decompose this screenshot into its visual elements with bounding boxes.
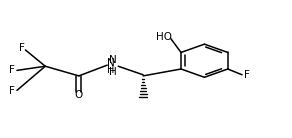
Text: F: F — [9, 65, 15, 75]
Text: O: O — [75, 90, 83, 100]
Text: F: F — [9, 86, 15, 96]
Text: H: H — [107, 65, 115, 75]
Text: N
H: N H — [109, 55, 116, 77]
Text: N: N — [107, 58, 115, 68]
Text: F: F — [19, 43, 25, 53]
Text: HO: HO — [156, 32, 171, 42]
Text: F: F — [244, 70, 250, 80]
